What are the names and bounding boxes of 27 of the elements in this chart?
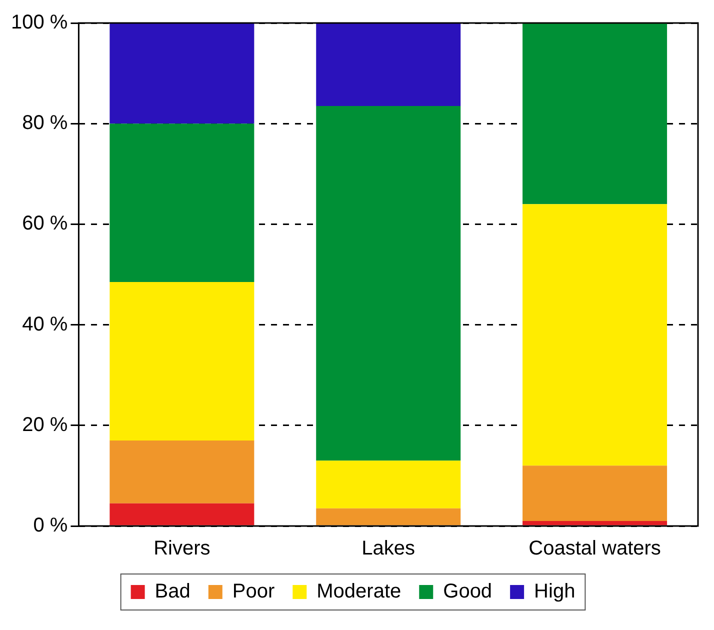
bar — [522, 520, 668, 526]
bar — [316, 106, 461, 461]
x-tick-label: Lakes — [362, 538, 416, 560]
legend-label: Poor — [232, 580, 275, 603]
bar — [110, 23, 254, 124]
y-tick-label: 40 % — [22, 313, 68, 336]
bar — [110, 124, 254, 282]
legend-label: High — [534, 580, 576, 603]
bar — [522, 23, 668, 204]
bar — [110, 282, 254, 440]
legend-label: Moderate — [316, 580, 402, 603]
bar — [110, 440, 254, 504]
y-tick-label: 80 % — [22, 112, 68, 134]
bar — [316, 508, 461, 526]
bar — [110, 503, 254, 526]
y-tick-label: 20 % — [22, 414, 68, 436]
bar — [316, 23, 461, 106]
bar — [522, 204, 668, 466]
y-tick-label: 100 % — [10, 12, 68, 34]
bar — [316, 460, 461, 508]
x-tick-label: Coastal waters — [528, 538, 661, 560]
legend-label: Good — [443, 580, 492, 603]
legend-label: Bad — [154, 580, 190, 603]
x-tick-label: Rivers — [154, 538, 210, 560]
y-tick-label: 60 % — [22, 212, 68, 235]
y-tick-label: 0 % — [33, 514, 68, 537]
bar — [522, 466, 668, 521]
